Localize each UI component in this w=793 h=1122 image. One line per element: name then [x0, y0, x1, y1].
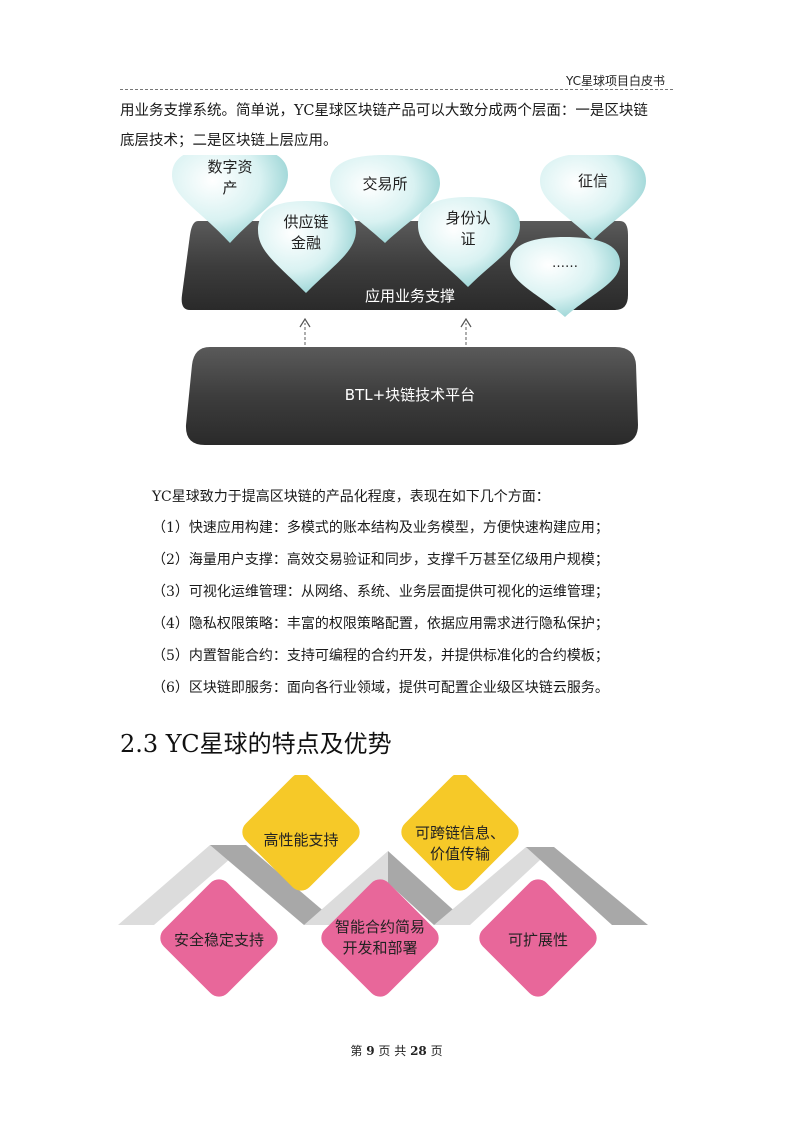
bubble-identity: 身份认 证	[418, 197, 520, 287]
list-item: （5）内置智能合约：支持可编程的合约开发，并提供标准化的合约模板；	[152, 648, 609, 664]
footer-total-pages: 28	[410, 1044, 427, 1058]
zigzag-band	[118, 845, 648, 925]
features-diagram: 高性能支持 可跨链信息、 价值传输 安全稳定支持 智能合约简易 开发和部署 可扩…	[118, 775, 648, 997]
intro-line-2: 底层技术；二是区块链上层应用。	[120, 133, 338, 149]
svg-text:安全稳定支持: 安全稳定支持	[174, 931, 264, 949]
bubble-more: ……	[510, 237, 620, 317]
svg-text:证: 证	[460, 230, 475, 248]
intro-line-1: 用业务支撑系统。简单说，YC星球区块链产品可以大致分成两个层面：一是区块链	[120, 103, 648, 119]
architecture-diagram: 应用业务支撑 BTL+块链技术平台 数字资 产 交易所 征信 供应链 金融 身份…	[172, 155, 646, 445]
arrow-head-right	[460, 317, 472, 328]
svg-text:高性能支持: 高性能支持	[263, 831, 338, 849]
svg-text:可跨链信息、: 可跨链信息、	[415, 824, 505, 842]
section-title: 2.3 YC星球的特点及优势	[120, 730, 392, 758]
feature-smart-contracts: 智能合约简易 开发和部署	[321, 879, 439, 997]
header-divider	[120, 89, 673, 90]
feature-security-stability: 安全稳定支持	[160, 879, 278, 997]
svg-text:供应链: 供应链	[283, 213, 328, 231]
app-layer-label: 应用业务支撑	[365, 287, 455, 305]
svg-text:价值传输: 价值传输	[430, 845, 490, 863]
feature-high-performance: 高性能支持	[242, 775, 360, 891]
feature-cross-chain: 可跨链信息、 价值传输	[401, 775, 519, 891]
platform-label: BTL+块链技术平台	[345, 386, 475, 404]
svg-text:产: 产	[222, 179, 237, 197]
list-item: （3）可视化运维管理：从网络、系统、业务层面提供可视化的运维管理；	[152, 584, 609, 600]
list-item: （2）海量用户支撑：高效交易验证和同步，支撑千万甚至亿级用户规模；	[152, 552, 609, 568]
list-item: （6）区块链即服务：面向各行业领域，提供可配置企业级区块链云服务。	[152, 680, 609, 696]
svg-text:数字资: 数字资	[207, 158, 252, 176]
svg-text:可扩展性: 可扩展性	[508, 931, 568, 949]
feature-scalability: 可扩展性	[479, 879, 597, 997]
bubble-exchange: 交易所	[330, 155, 440, 243]
list-item: （1）快速应用构建：多模式的账本结构及业务模型，方便快速构建应用；	[152, 520, 609, 536]
svg-text:智能合约简易: 智能合约简易	[335, 918, 425, 936]
list-item: （4）隐私权限策略：丰富的权限策略配置，依据应用需求进行隐私保护；	[152, 616, 609, 632]
svg-text:征信: 征信	[578, 172, 608, 190]
bubble-credit: 征信	[540, 155, 646, 240]
header-title: YC星球项目白皮书	[565, 74, 665, 88]
platform-bar	[185, 347, 638, 445]
svg-text:开发和部署: 开发和部署	[342, 939, 417, 957]
footer-page-number: 9	[366, 1044, 375, 1058]
footer-mid: 页 共	[378, 1044, 407, 1058]
bubble-digital-assets: 数字资 产	[172, 155, 288, 243]
svg-text:……: ……	[552, 256, 578, 271]
footer-prefix: 第	[350, 1044, 363, 1058]
page-footer: 第 9 页 共 28 页	[0, 1042, 793, 1059]
bubble-supply-chain-finance: 供应链 金融	[258, 201, 356, 293]
footer-suffix: 页	[430, 1044, 443, 1058]
svg-text:身份认: 身份认	[445, 209, 490, 227]
arrow-head-left	[299, 317, 311, 328]
svg-text:金融: 金融	[291, 234, 321, 252]
svg-text:交易所: 交易所	[362, 175, 407, 193]
body-lead: YC星球致力于提高区块链的产品化程度，表现在如下几个方面：	[152, 489, 550, 505]
